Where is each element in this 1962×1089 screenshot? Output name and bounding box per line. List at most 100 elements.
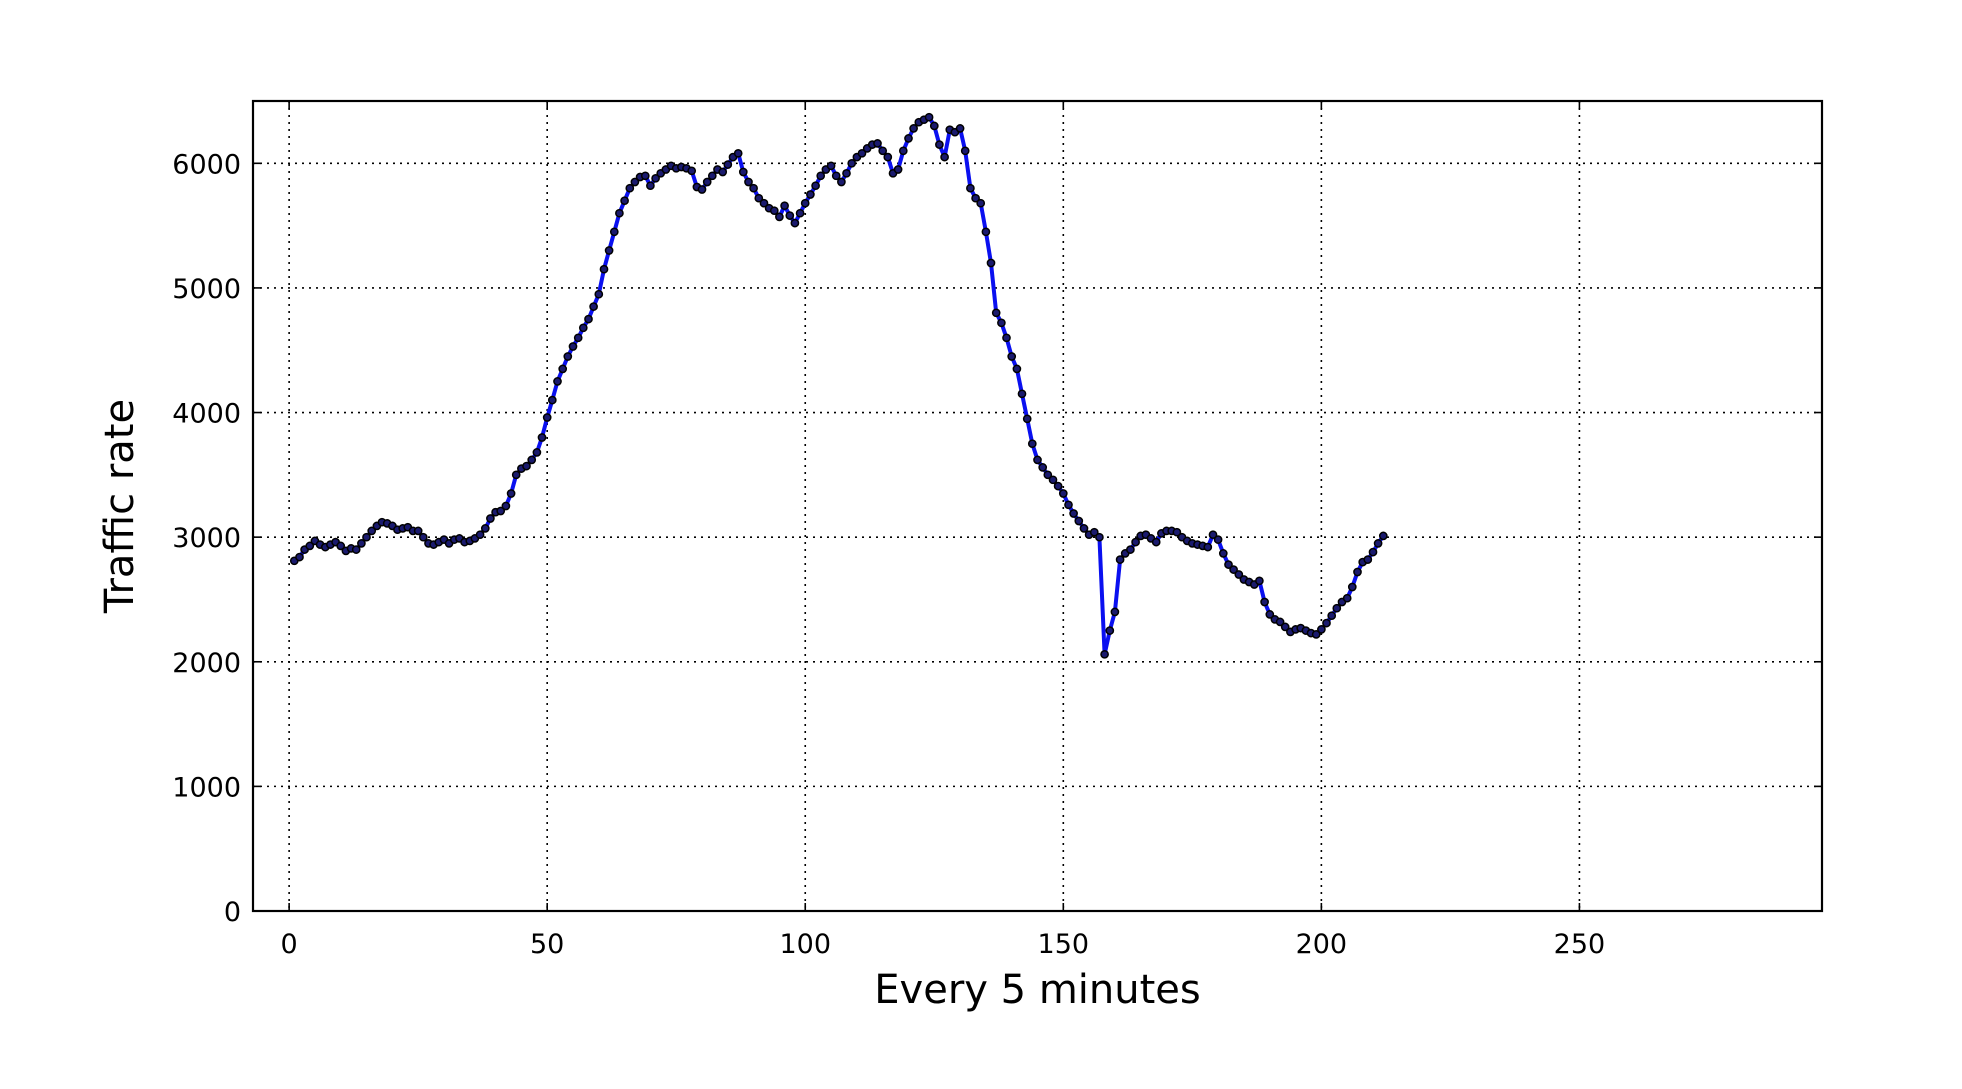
data-point	[1151, 537, 1161, 547]
data-point	[909, 124, 918, 133]
data-point	[336, 541, 346, 551]
data-point	[558, 364, 568, 374]
data-point	[1347, 582, 1357, 592]
data-point	[940, 152, 949, 162]
data-point	[651, 173, 660, 183]
data-point	[1115, 555, 1125, 564]
data-point	[609, 227, 619, 237]
data-point	[573, 333, 583, 343]
data-point	[744, 177, 753, 187]
data-point	[1022, 414, 1032, 424]
data-point	[362, 532, 371, 542]
data-point	[537, 433, 547, 442]
data-point	[981, 227, 991, 237]
data-point	[1105, 626, 1115, 635]
data-point	[630, 177, 640, 187]
data-point	[775, 212, 784, 222]
data-point	[816, 171, 826, 181]
data-point	[687, 166, 697, 176]
y-tick-label: 1000	[172, 772, 241, 803]
y-tick-label: 2000	[172, 648, 241, 679]
data-point	[295, 552, 304, 562]
data-point	[1126, 545, 1135, 554]
data-point	[563, 352, 573, 361]
data-point	[1110, 607, 1120, 617]
data-point	[522, 461, 531, 471]
data-point	[506, 489, 516, 498]
data-point	[966, 183, 975, 193]
data-point	[1342, 593, 1352, 603]
data-point	[1058, 489, 1068, 498]
data-point	[527, 455, 537, 465]
data-point	[811, 181, 820, 191]
data-point	[1224, 560, 1233, 569]
data-point	[351, 545, 361, 554]
data-point	[759, 198, 769, 208]
data-point	[929, 121, 939, 131]
data-point	[837, 177, 846, 187]
data-point	[873, 139, 882, 148]
data-point	[718, 167, 728, 177]
y-axis-ticks: 0 1000 2000 3000 4000 5000 6000	[172, 149, 1822, 928]
x-tick-label: 50	[530, 929, 564, 960]
data-point	[418, 532, 428, 542]
data-point	[501, 501, 511, 511]
data-point	[604, 246, 614, 255]
data-point	[1007, 352, 1017, 361]
x-tick-label: 0	[281, 929, 298, 960]
data-point	[785, 211, 795, 220]
data-point	[1203, 542, 1213, 552]
data-point	[357, 539, 366, 548]
data-point	[795, 208, 805, 218]
data-point	[1363, 555, 1373, 564]
data-point	[1033, 455, 1042, 465]
data-point	[1027, 439, 1037, 449]
data-point	[1089, 527, 1099, 537]
data-point	[1234, 570, 1244, 579]
data-point	[1275, 617, 1285, 627]
data-point	[625, 183, 635, 193]
data-point	[1131, 537, 1140, 547]
data-point	[532, 448, 542, 457]
data-point	[1048, 475, 1058, 485]
data-point	[1311, 630, 1321, 639]
data-point	[723, 160, 733, 169]
data-point	[475, 530, 485, 540]
data-point	[780, 201, 789, 211]
data-point	[697, 185, 707, 194]
data-point	[935, 140, 944, 149]
data-point	[1100, 649, 1109, 659]
data-point	[568, 342, 578, 351]
data-point	[1043, 470, 1053, 480]
data-point	[1353, 567, 1362, 577]
y-tick-label: 5000	[172, 274, 241, 305]
data-point	[578, 323, 588, 333]
data-point	[305, 541, 315, 551]
data-point	[1095, 532, 1104, 542]
data-point	[790, 218, 800, 228]
data-point	[733, 148, 743, 158]
data-point	[893, 165, 903, 174]
data-point	[1322, 618, 1331, 628]
data-point	[547, 395, 557, 405]
data-point	[367, 526, 377, 536]
data-point	[1064, 500, 1073, 510]
data-point	[806, 190, 815, 199]
data-point	[857, 148, 867, 158]
x-tick-label: 250	[1554, 929, 1606, 960]
data-point	[496, 506, 506, 516]
data-point	[1229, 565, 1238, 574]
data-point	[976, 198, 986, 208]
data-point	[1172, 527, 1182, 537]
data-series	[289, 112, 1388, 659]
data-point	[1332, 603, 1342, 613]
series-line	[293, 115, 1385, 657]
data-point	[542, 413, 552, 422]
data-point	[1079, 524, 1089, 533]
data-point	[511, 470, 521, 480]
data-point	[1327, 611, 1337, 621]
data-point	[1368, 547, 1378, 557]
data-point	[986, 258, 996, 268]
data-point	[702, 177, 712, 187]
data-point	[486, 514, 495, 523]
